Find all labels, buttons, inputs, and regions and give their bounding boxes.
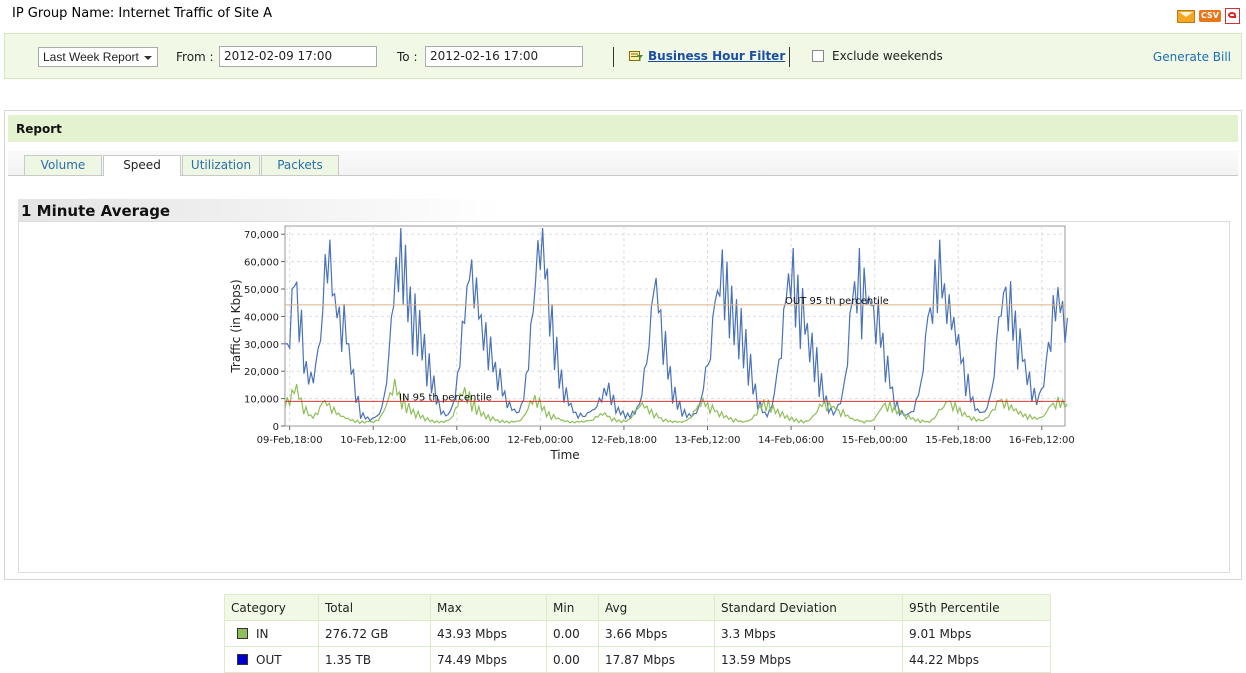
category-cell: IN — [224, 620, 319, 647]
col-header: 95th Percentile — [902, 594, 1051, 621]
min-cell: 0.00 — [546, 646, 599, 673]
avg-cell: 3.66 Mbps — [598, 620, 715, 647]
chart-container: 0 10,000 20,000 30,000 40,000 50,000 60,000 70,… — [18, 221, 1230, 673]
report-period-value: Last Week Report — [43, 50, 139, 64]
report-title: Report — [16, 122, 62, 136]
std-cell: 3.3 Mbps — [714, 620, 903, 647]
out-series-line — [285, 227, 1068, 422]
x-tick-label: 15-Feb,00:00 — [842, 435, 908, 446]
col-header: Category — [224, 594, 319, 621]
to-date-input[interactable]: 2012-02-16 17:00 — [425, 46, 583, 67]
tab-speed[interactable]: Speed — [103, 155, 181, 176]
pdf-export-icon[interactable] — [1225, 8, 1240, 24]
plot-area — [284, 225, 1066, 427]
tab-utilization[interactable]: Utilization — [182, 155, 260, 175]
y-tick-label: 30,000 — [244, 340, 279, 351]
tab-packets[interactable]: Packets — [261, 155, 339, 175]
col-header: Total — [318, 594, 431, 621]
email-icon[interactable] — [1177, 9, 1195, 23]
x-tick-label: 13-Feb,12:00 — [674, 435, 740, 446]
y-tick-label: 0 — [273, 422, 279, 433]
x-tick-label: 09-Feb,18:00 — [257, 435, 323, 446]
max-cell: 74.49 Mbps — [430, 646, 547, 673]
out-percentile-label: OUT 95 th percentile — [785, 296, 889, 307]
ip-group-name: Internet Traffic of Site A — [118, 6, 272, 21]
report-period-select[interactable]: Last Week Report — [38, 47, 158, 67]
exclude-weekends-label: Exclude weekends — [832, 49, 943, 63]
report-panel: Report Volume Speed Utilization Packets … — [4, 110, 1242, 673]
section-title: 1 Minute Average — [21, 202, 171, 220]
y-axis-label: Traffic (in Kbps) — [229, 279, 243, 373]
divider — [613, 47, 614, 67]
from-label: From : — [176, 50, 214, 64]
avg-cell: 17.87 Mbps — [598, 646, 715, 673]
max-cell: 43.93 Mbps — [430, 620, 547, 647]
filter-bar: Last Week Report From : 2012-02-09 17:00… — [4, 33, 1242, 79]
category-cell: OUT — [224, 646, 319, 673]
stats-header-row: Category Total Max Min Avg Standard Devi… — [224, 594, 1051, 621]
in-series-line — [284, 378, 1068, 425]
y-tick-label: 20,000 — [244, 367, 279, 378]
total-cell: 1.35 TB — [318, 646, 431, 673]
p95-cell: 9.01 Mbps — [902, 620, 1051, 647]
in-legend-swatch — [237, 627, 248, 639]
section-title-bar: 1 Minute Average — [18, 199, 1230, 221]
x-axis-label: Time — [549, 448, 579, 462]
x-tick-label: 16-Feb,12:00 — [1009, 435, 1075, 446]
stats-table: Category Total Max Min Avg Standard Devi… — [224, 594, 1051, 673]
divider — [789, 47, 790, 67]
ip-group-title: IP Group Name: Internet Traffic of Site … — [12, 6, 272, 21]
category-label: OUT — [256, 652, 282, 667]
min-cell: 0.00 — [546, 620, 599, 647]
y-tick-label: 60,000 — [244, 258, 279, 269]
x-tick-label: 14-Feb,06:00 — [758, 435, 824, 446]
report-header: Report — [8, 115, 1238, 142]
y-tick-label: 40,000 — [244, 312, 279, 323]
total-cell: 276.72 GB — [318, 620, 431, 647]
y-tick-label: 50,000 — [244, 285, 279, 296]
ip-group-label: IP Group Name: — [12, 6, 115, 21]
y-tick-label: 10,000 — [244, 395, 279, 406]
col-header: Min — [546, 594, 599, 621]
col-header: Standard Deviation — [714, 594, 903, 621]
std-cell: 13.59 Mbps — [714, 646, 903, 673]
in-percentile-label: IN 95 th percentile — [399, 392, 492, 403]
category-label: IN — [256, 626, 269, 641]
traffic-chart: 0 10,000 20,000 30,000 40,000 50,000 60,000 70,… — [229, 225, 1075, 462]
chevron-down-icon — [144, 56, 152, 60]
p95-cell: 44.22 Mbps — [902, 646, 1051, 673]
stats-row-in: IN 276.72 GB 43.93 Mbps 0.00 3.66 Mbps 3… — [224, 620, 1051, 647]
x-tick-label: 12-Feb,18:00 — [591, 435, 657, 446]
tab-volume[interactable]: Volume — [24, 155, 102, 175]
to-label: To : — [397, 50, 418, 64]
generate-bill-link[interactable]: Generate Bill — [1152, 50, 1231, 64]
business-hour-filter-icon[interactable] — [629, 50, 643, 62]
out-legend-swatch — [237, 653, 248, 665]
x-tick-label: 15-Feb,18:00 — [925, 435, 991, 446]
from-date-input[interactable]: 2012-02-09 17:00 — [219, 46, 377, 67]
export-toolbar: CSV — [1177, 8, 1240, 24]
x-tick-label: 12-Feb,00:00 — [507, 435, 573, 446]
col-header: Max — [430, 594, 547, 621]
stats-row-out: OUT 1.35 TB 74.49 Mbps 0.00 17.87 Mbps 1… — [224, 646, 1051, 673]
report-tabs: Volume Speed Utilization Packets — [8, 151, 1238, 176]
business-hour-filter-link[interactable]: Business Hour Filter — [648, 49, 786, 63]
col-header: Avg — [598, 594, 715, 621]
y-tick-label: 70,000 — [244, 230, 279, 241]
csv-export-icon[interactable]: CSV — [1199, 10, 1221, 22]
x-tick-label: 11-Feb,06:00 — [424, 435, 490, 446]
exclude-weekends-checkbox[interactable] — [812, 50, 824, 62]
x-tick-label: 10-Feb,12:00 — [340, 435, 406, 446]
